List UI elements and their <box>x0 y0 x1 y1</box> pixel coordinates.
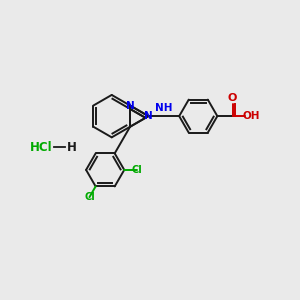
Text: Cl: Cl <box>84 192 95 202</box>
Text: N: N <box>144 111 153 121</box>
Text: H: H <box>67 141 77 154</box>
Text: HCl: HCl <box>30 141 52 154</box>
Text: OH: OH <box>243 111 260 121</box>
Text: N: N <box>126 100 134 110</box>
Text: O: O <box>228 94 237 103</box>
Text: Cl: Cl <box>131 165 142 175</box>
Text: NH: NH <box>155 103 172 113</box>
